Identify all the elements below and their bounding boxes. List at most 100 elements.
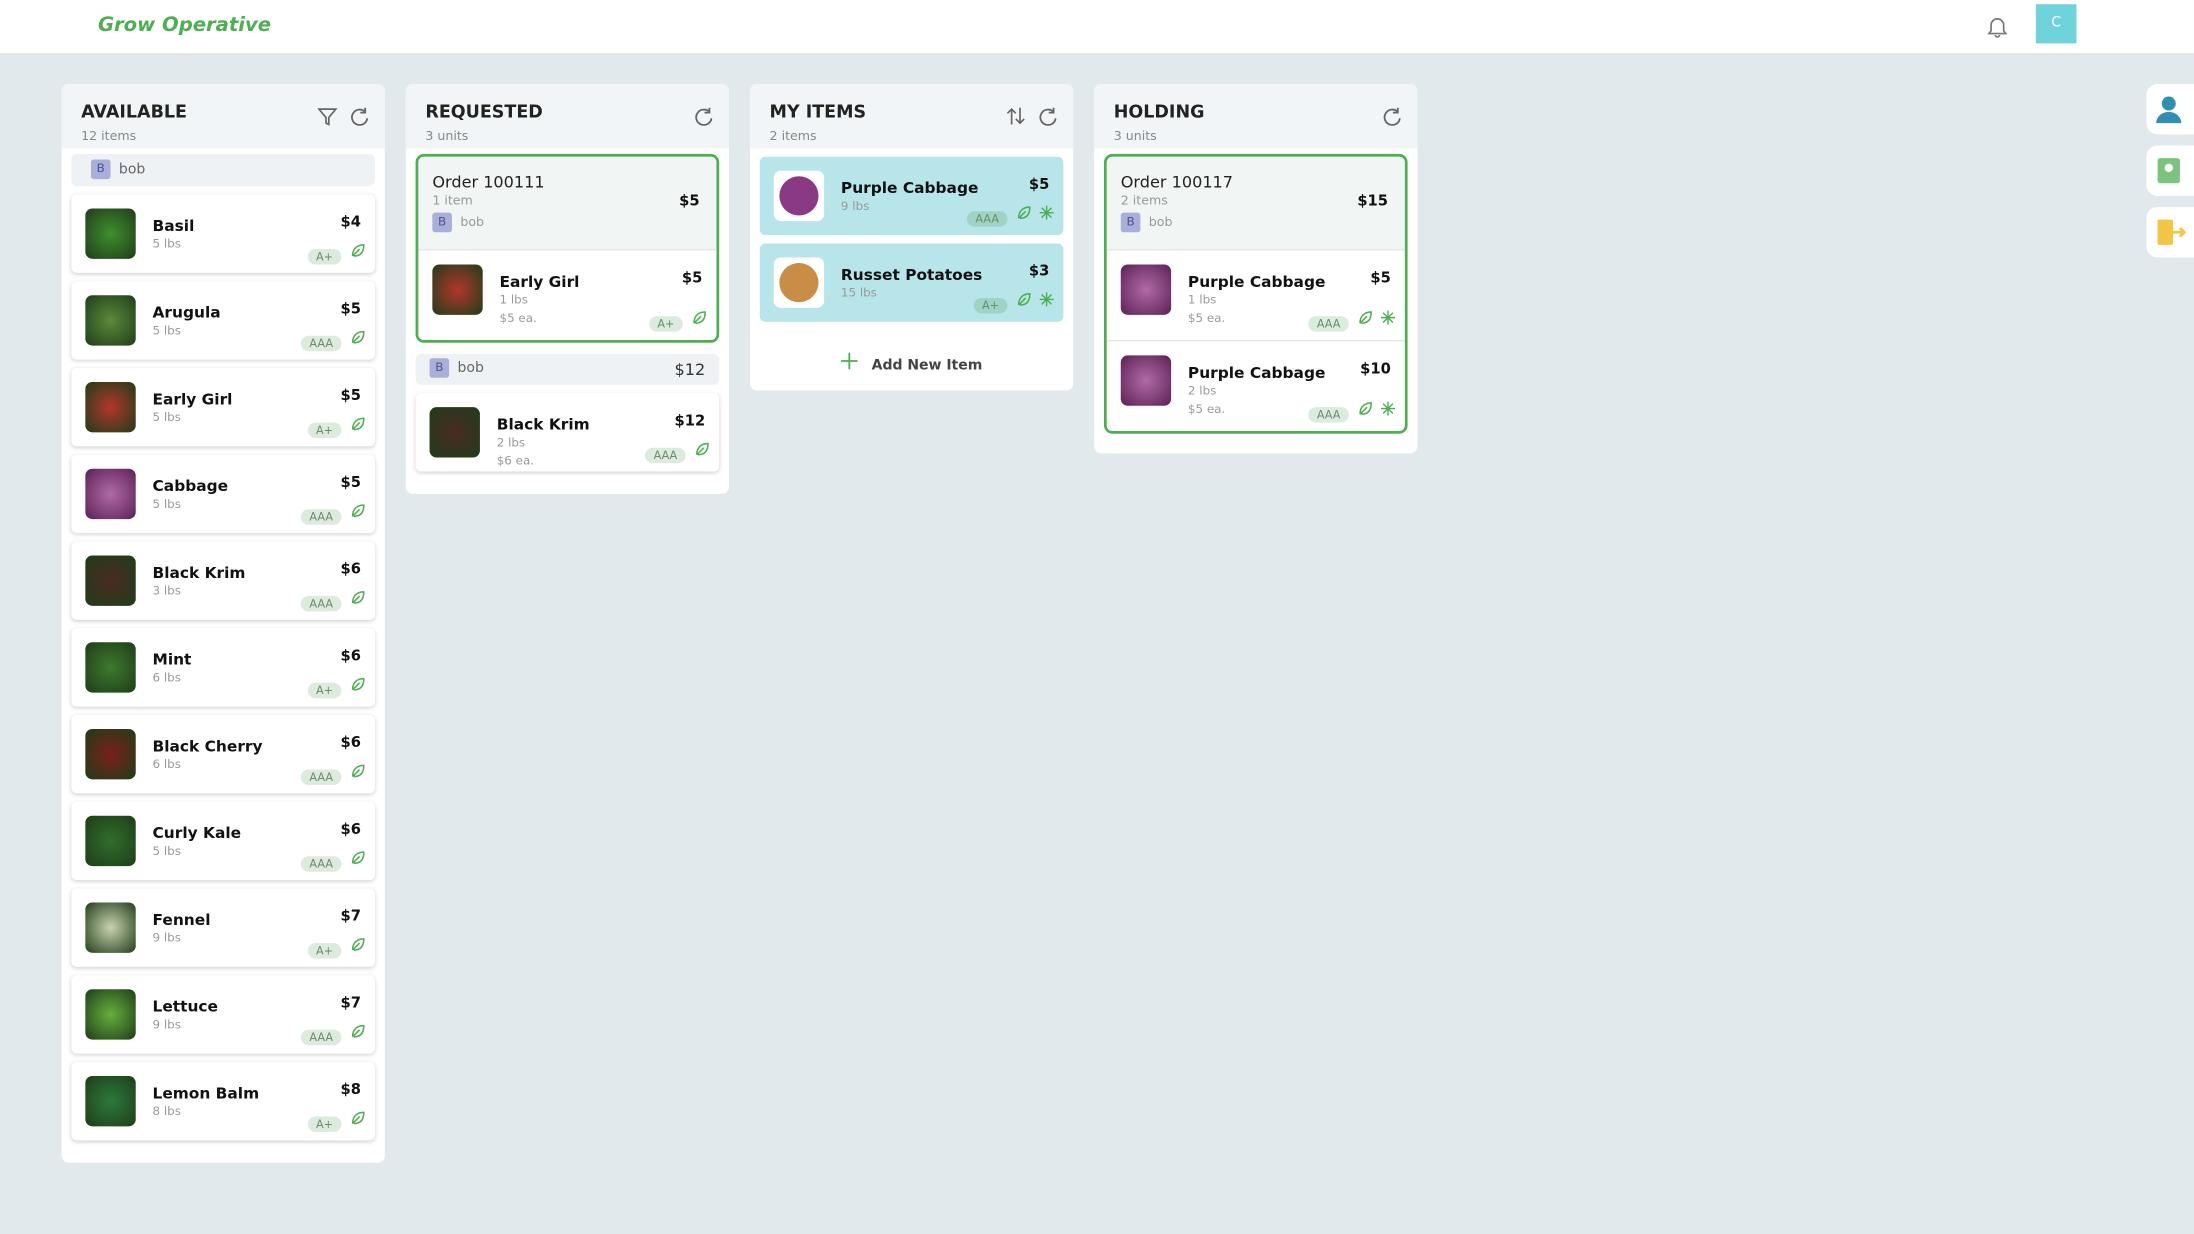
refresh-icon-wrap <box>693 105 713 132</box>
item-card[interactable]: Purple Cabbage 2 lbs $5 ea. $10 AAA <box>1106 340 1405 431</box>
add-item-button[interactable]: Add New Item <box>750 352 1073 374</box>
leaf-icon[interactable] <box>1016 204 1033 221</box>
item-weight: 6 lbs <box>152 758 181 773</box>
item-card[interactable]: Arugula 5 lbs $5 AAA <box>71 281 375 360</box>
item-card[interactable]: Lettuce 9 lbs $7 AAA <box>71 975 375 1054</box>
refresh-icon[interactable] <box>693 106 713 126</box>
leaf-icon[interactable] <box>691 309 708 326</box>
group-total: $12 <box>674 359 706 380</box>
grade-badge: AAA <box>967 211 1008 227</box>
item-name: Purple Cabbage <box>1187 363 1326 382</box>
leaf-icon[interactable] <box>350 763 367 780</box>
column-header: HOLDING 3 units <box>1094 83 1418 149</box>
leaf-icon[interactable] <box>350 1023 367 1040</box>
item-name: Early Girl <box>499 272 580 292</box>
leaf-icon[interactable] <box>350 242 367 259</box>
item-card[interactable]: Purple Cabbage 1 lbs $5 ea. $5 AAA <box>1106 249 1405 341</box>
grade-badge: AAA <box>645 447 686 464</box>
item-card[interactable]: Black Krim 2 lbs $6 ea. $12 AAA <box>415 393 720 472</box>
leaf-icon[interactable] <box>1357 400 1374 417</box>
item-card[interactable]: Purple Cabbage 9 lbs $5 AAA <box>759 156 1064 236</box>
item-card[interactable]: Curly Kale 5 lbs $6 AAA <box>71 801 375 881</box>
item-card[interactable]: Lemon Balm 8 lbs $8 A+ <box>71 1061 375 1141</box>
add-item-label: Add New Item <box>871 358 983 374</box>
refresh-icon[interactable] <box>1037 106 1057 126</box>
item-weight: 1 lbs <box>1187 293 1217 308</box>
leaf-icon[interactable] <box>350 589 367 606</box>
item-price: $7 <box>340 908 361 925</box>
profile-tab[interactable] <box>2146 83 2194 135</box>
item-photo <box>779 176 819 216</box>
grade-badge: AAA <box>301 769 342 785</box>
unit-price: $5 ea. <box>499 312 537 327</box>
item-card[interactable]: Black Cherry 6 lbs $6 AAA <box>71 714 375 794</box>
sparkle-icon-wrap <box>1038 287 1055 314</box>
item-card[interactable]: Early Girl 1 lbs $5 ea. $5 A+ <box>418 249 717 341</box>
profile-icon <box>2156 96 2182 124</box>
avatar[interactable]: C <box>2035 4 2077 44</box>
item-card[interactable]: Cabbage 5 lbs $5 AAA <box>71 454 375 534</box>
leaf-icon-wrap <box>350 325 367 352</box>
item-card[interactable]: Mint 6 lbs $6 A+ <box>71 628 375 707</box>
refresh-icon[interactable] <box>1381 106 1401 126</box>
grade-badge: AAA <box>301 1029 342 1046</box>
filter-icon[interactable] <box>317 106 338 126</box>
logout-tab[interactable] <box>2146 207 2194 258</box>
item-card[interactable]: Black Krim 3 lbs $6 AAA <box>71 541 375 620</box>
user-name: bob <box>1148 216 1173 231</box>
item-weight: 5 lbs <box>152 324 181 339</box>
leaf-icon[interactable] <box>350 676 367 693</box>
leaf-icon[interactable] <box>350 849 367 866</box>
item-price: $4 <box>340 214 361 231</box>
item-name: Black Cherry <box>152 737 263 756</box>
column-header: AVAILABLE 12 items <box>61 83 385 149</box>
sparkle-icon[interactable] <box>1038 291 1055 308</box>
logo[interactable]: Grow Operative <box>97 13 272 37</box>
item-weight: 9 lbs <box>152 1018 181 1033</box>
item-price: $5 <box>340 387 361 405</box>
top-bar: Grow Operative C <box>0 0 2194 55</box>
sort-icon[interactable] <box>1006 106 1026 126</box>
leaf-icon[interactable] <box>350 329 367 346</box>
sparkle-icon[interactable] <box>1380 400 1397 417</box>
item-card[interactable]: Basil 5 lbs $4 A+ <box>71 194 375 273</box>
sparkle-icon[interactable] <box>1038 204 1055 221</box>
item-price: $6 <box>340 561 361 578</box>
leaf-icon[interactable] <box>1357 309 1374 326</box>
item-weight: 5 lbs <box>152 498 181 513</box>
item-image <box>1120 264 1172 315</box>
leaf-icon[interactable] <box>1016 291 1033 308</box>
leaf-icon[interactable] <box>350 416 367 433</box>
order-count: 2 items <box>1120 194 1168 209</box>
notification-icon[interactable] <box>1987 15 2008 38</box>
contacts-tab[interactable] <box>2146 145 2194 196</box>
item-image <box>1120 355 1172 406</box>
sparkle-icon-wrap <box>1380 396 1397 423</box>
column-title: HOLDING <box>1113 100 1205 122</box>
item-card[interactable]: Early Girl 5 lbs $5 A+ <box>71 367 375 447</box>
item-image <box>85 381 136 433</box>
item-name: Arugula <box>152 303 221 322</box>
column-header: REQUESTED 3 units <box>405 83 729 149</box>
leaf-icon[interactable] <box>350 1110 367 1127</box>
plus-icon[interactable] <box>840 352 858 370</box>
leaf-icon[interactable] <box>694 441 711 458</box>
item-image <box>432 264 483 315</box>
item-card[interactable]: Fennel 9 lbs $7 A+ <box>71 888 375 967</box>
sparkle-icon[interactable] <box>1380 309 1397 326</box>
leaf-icon[interactable] <box>350 502 367 519</box>
item-price: $5 <box>1028 176 1050 194</box>
sparkle-icon-wrap <box>1380 305 1397 332</box>
item-card[interactable]: Russet Potatoes 15 lbs $3 A+ <box>759 243 1064 322</box>
refresh-icon[interactable] <box>348 106 369 126</box>
leaf-icon-wrap <box>350 1019 367 1046</box>
leaf-icon[interactable] <box>350 936 367 953</box>
column-count: 3 units <box>425 130 469 145</box>
